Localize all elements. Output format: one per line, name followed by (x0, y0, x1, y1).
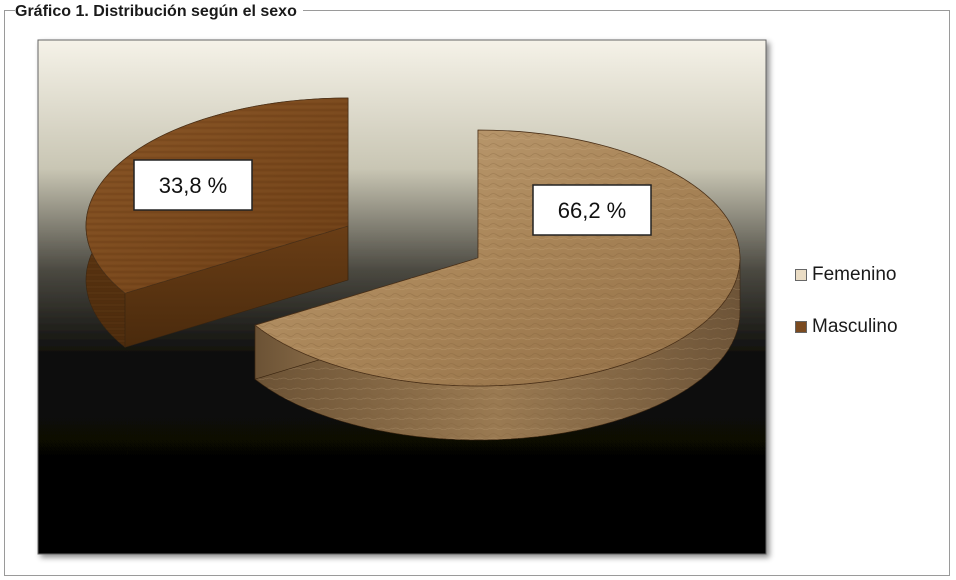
data-label-box-femenino (532, 184, 652, 236)
legend-swatch-femenino (795, 269, 807, 281)
data-label-text-femenino: 66,2 % (558, 198, 627, 223)
data-label-femenino: 66,2 % (532, 184, 652, 236)
data-label-box-masculino (133, 159, 253, 211)
legend-label-femenino: Femenino (812, 264, 897, 285)
legend-swatch-masculino (795, 321, 807, 333)
legend-item-masculino: Masculino (795, 310, 898, 344)
data-label-text-masculino: 33,8 % (159, 173, 228, 198)
legend: Femenino Masculino (795, 258, 898, 362)
legend-label-masculino: Masculino (812, 316, 898, 337)
pie-side-texture-femenino (255, 256, 740, 440)
chart-title: Gráfico 1. Distribución según el sexo (15, 4, 303, 20)
legend-item-femenino: Femenino (795, 258, 898, 292)
data-label-masculino: 33,8 % (133, 159, 253, 211)
